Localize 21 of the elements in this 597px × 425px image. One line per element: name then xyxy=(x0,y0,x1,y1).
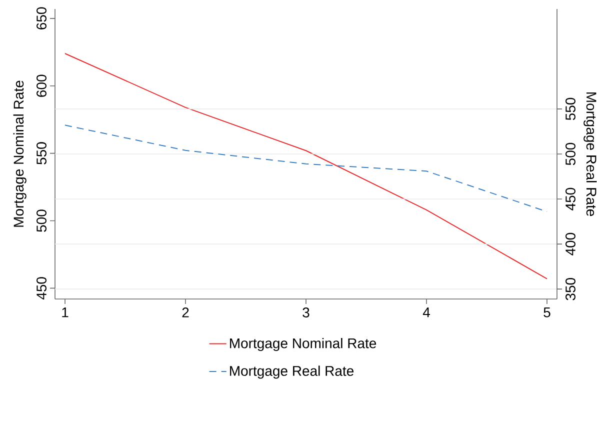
x-tick-label: 3 xyxy=(302,308,310,318)
x-tick-label: 4 xyxy=(422,308,430,318)
x-tick-label: 5 xyxy=(544,308,550,318)
y2-tick-label: 400 xyxy=(566,232,576,256)
legend-label: Mortgage Nominal Rate xyxy=(230,338,376,352)
x-tick-label: 2 xyxy=(182,308,189,318)
y2-tick-label: 350 xyxy=(566,278,576,300)
line-series xyxy=(64,124,548,212)
y2-tick-label: 450 xyxy=(566,188,576,210)
y-tick-label: 500 xyxy=(36,210,46,232)
x-tick-label: 1 xyxy=(62,308,68,318)
line-series xyxy=(64,53,548,280)
y-tick-label: 650 xyxy=(36,7,46,30)
y2-tick-label: 500 xyxy=(566,142,576,166)
y2-axis-title: Mortgage Real Rate xyxy=(584,92,597,216)
y2-tick-label: 550 xyxy=(566,98,576,120)
y-tick-label: 550 xyxy=(36,142,46,164)
y-tick-label: 450 xyxy=(36,277,46,300)
legend-label: Mortgage Real Rate xyxy=(230,366,354,379)
y-tick-label: 600 xyxy=(36,74,46,97)
y-axis-title: Mortgage Nominal Rate xyxy=(13,80,26,227)
